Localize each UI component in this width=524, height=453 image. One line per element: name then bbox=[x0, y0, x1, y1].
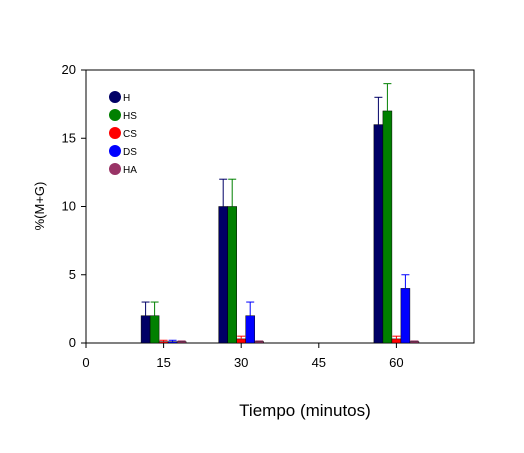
legend-label-cs: CS bbox=[123, 129, 137, 140]
bar-ha-60 bbox=[409, 341, 420, 344]
y-tick-label: 15 bbox=[62, 130, 76, 145]
legend-marker-h bbox=[109, 91, 121, 103]
legend-marker-ha bbox=[109, 163, 121, 175]
legend-label-h: H bbox=[123, 93, 130, 104]
legend-marker-ds bbox=[109, 145, 121, 157]
y-tick-label: 5 bbox=[69, 267, 76, 282]
bar-cs-15 bbox=[158, 341, 169, 344]
legend-label-hs: HS bbox=[123, 111, 137, 122]
x-axis-label: Tiempo (minutos) bbox=[239, 401, 371, 420]
y-tick-label: 10 bbox=[62, 199, 76, 214]
x-tick-label: 15 bbox=[156, 355, 170, 370]
bar-hs-15 bbox=[149, 315, 160, 344]
y-tick-label: 20 bbox=[62, 62, 76, 77]
bar-ds-15 bbox=[167, 341, 178, 344]
bar-ha-30 bbox=[254, 341, 264, 344]
legend-label-ha: HA bbox=[123, 165, 137, 176]
bar-h-30 bbox=[218, 206, 228, 344]
bar-ha-15 bbox=[176, 341, 187, 344]
bar-h-15 bbox=[140, 315, 151, 344]
bar-hs-60 bbox=[382, 110, 393, 344]
x-tick-label: 60 bbox=[389, 355, 403, 370]
x-tick-label: 0 bbox=[82, 355, 89, 370]
bar-h-60 bbox=[373, 124, 384, 344]
bar-cs-30 bbox=[236, 338, 246, 344]
legend-marker-hs bbox=[109, 109, 121, 121]
x-tick-label: 45 bbox=[312, 355, 326, 370]
y-tick-label: 0 bbox=[69, 335, 76, 350]
bar-hs-30 bbox=[227, 206, 237, 344]
bar-ds-30 bbox=[245, 315, 255, 344]
bar-ds-60 bbox=[400, 288, 411, 344]
bar-cs-60 bbox=[391, 338, 402, 344]
y-axis-label: %(M+G) bbox=[32, 182, 47, 231]
legend-marker-cs bbox=[109, 127, 121, 139]
legend-label-ds: DS bbox=[123, 147, 137, 158]
x-tick-label: 30 bbox=[234, 355, 248, 370]
